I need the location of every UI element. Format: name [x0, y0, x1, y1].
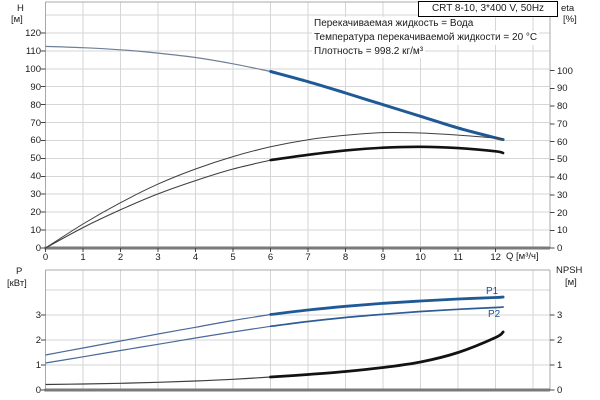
axis-tick-label: 3	[557, 310, 563, 321]
axis-tick-label: 4	[192, 251, 199, 263]
gridlines	[45, 270, 550, 390]
axis-tick-label: 90	[557, 83, 568, 95]
axis-tick-label: 120	[25, 27, 41, 39]
top-right-axis-label: eta	[561, 3, 575, 14]
curve-eta1	[45, 131, 504, 249]
axis-tick-label: 60	[30, 135, 41, 147]
axis-tick-label: 80	[30, 99, 41, 111]
bottom-left-axis-label: P	[16, 266, 23, 277]
x-axis-label: Q [м³/ч]	[506, 251, 539, 262]
axis-tick-label: 100	[25, 63, 41, 75]
axis-tick-label: 2	[117, 251, 124, 263]
bottom-left-axis-unit: [кВт]	[7, 278, 27, 289]
axis-tick-label: 7	[305, 251, 311, 263]
axis-tick-label: 80	[557, 101, 568, 112]
axis-tick-label: 2	[557, 335, 563, 346]
curve-P2	[269, 306, 504, 328]
top-left-axis-label: H	[17, 3, 24, 14]
axis-tick-label: 10	[557, 225, 568, 237]
axis-tick-label: 50	[30, 153, 41, 165]
axis-tick-label: 20	[557, 207, 568, 219]
curve-P2-thin	[45, 325, 271, 364]
axis-tick-label: 1	[80, 251, 86, 263]
curve-eta2-thin	[45, 159, 271, 249]
axis-tick-label: 5	[230, 251, 236, 263]
curve-H	[269, 70, 505, 142]
axis-tick-label: 90	[30, 81, 41, 93]
axis-tick-label: 1	[557, 360, 563, 371]
bottom-right-axis-label: NPSH	[556, 265, 583, 276]
axis-tick-label: 10	[30, 225, 41, 237]
axis-tick-label: 40	[30, 171, 41, 183]
fluid-info-line: Перекачиваемая жидкость = Вода	[312, 17, 476, 31]
curve-NPSH-thin	[45, 376, 271, 386]
axis-tick-label: 1	[35, 360, 41, 371]
axis-tick-label: 70	[30, 117, 41, 129]
axis-tick-label: 30	[557, 189, 568, 201]
fluid-info-block: Перекачиваемая жидкость = Вода Температу…	[312, 17, 540, 59]
fluid-info-line: Температура перекачиваемой жидкости = 20…	[312, 30, 540, 45]
top-right-axis-unit: [%]	[563, 14, 577, 25]
axis-tick-label: 20	[30, 207, 41, 219]
axis-tick-label: 0	[557, 385, 563, 396]
axis-tick-label: 6	[267, 251, 274, 263]
tick-marks	[41, 32, 555, 252]
axis-tick-label: 0	[42, 251, 49, 263]
axis-tick-label: 3	[35, 310, 41, 321]
bottom-right-axis-unit: [м]	[565, 277, 577, 288]
axis-tick-label: 100	[557, 65, 573, 77]
curve-NPSH	[269, 330, 505, 379]
axis-tick-label: 60	[557, 136, 568, 148]
axis-tick-label: 9	[380, 251, 386, 263]
fluid-info-line: Плотность = 998.2 кг/м³	[312, 44, 426, 59]
axis-tick-label: 12	[490, 251, 501, 263]
axis-tick-label: 40	[557, 172, 568, 183]
curve-label-p2: P2	[488, 309, 501, 320]
axis-tick-label: 11	[453, 251, 464, 263]
curve-label-p1: P1	[486, 286, 499, 297]
axis-tick-label: 0	[35, 385, 41, 396]
axis-tick-label: 8	[342, 251, 349, 263]
pump-model-title: CRT 8-10, 3*400 V, 50Hz	[418, 1, 558, 17]
top-left-axis-unit: [м]	[11, 14, 23, 25]
curve-eta2	[269, 145, 505, 162]
axis-tick-label: 2	[35, 335, 41, 346]
curve-H-thin	[45, 45, 271, 73]
axis-tick-label: 70	[557, 118, 568, 130]
axis-tick-label: 0	[35, 243, 41, 254]
axis-tick-label: 0	[557, 243, 563, 254]
curve-P1	[269, 295, 505, 316]
plot-frame	[44, 269, 551, 392]
axis-tick-label: 30	[30, 189, 41, 201]
tick-marks	[41, 314, 555, 391]
axis-tick-label: 110	[25, 45, 41, 57]
axis-tick-label: 50	[557, 154, 568, 166]
curve-P1-thin	[45, 313, 271, 356]
axis-tick-label: 10	[415, 251, 426, 263]
axis-tick-label: 3	[155, 251, 161, 263]
